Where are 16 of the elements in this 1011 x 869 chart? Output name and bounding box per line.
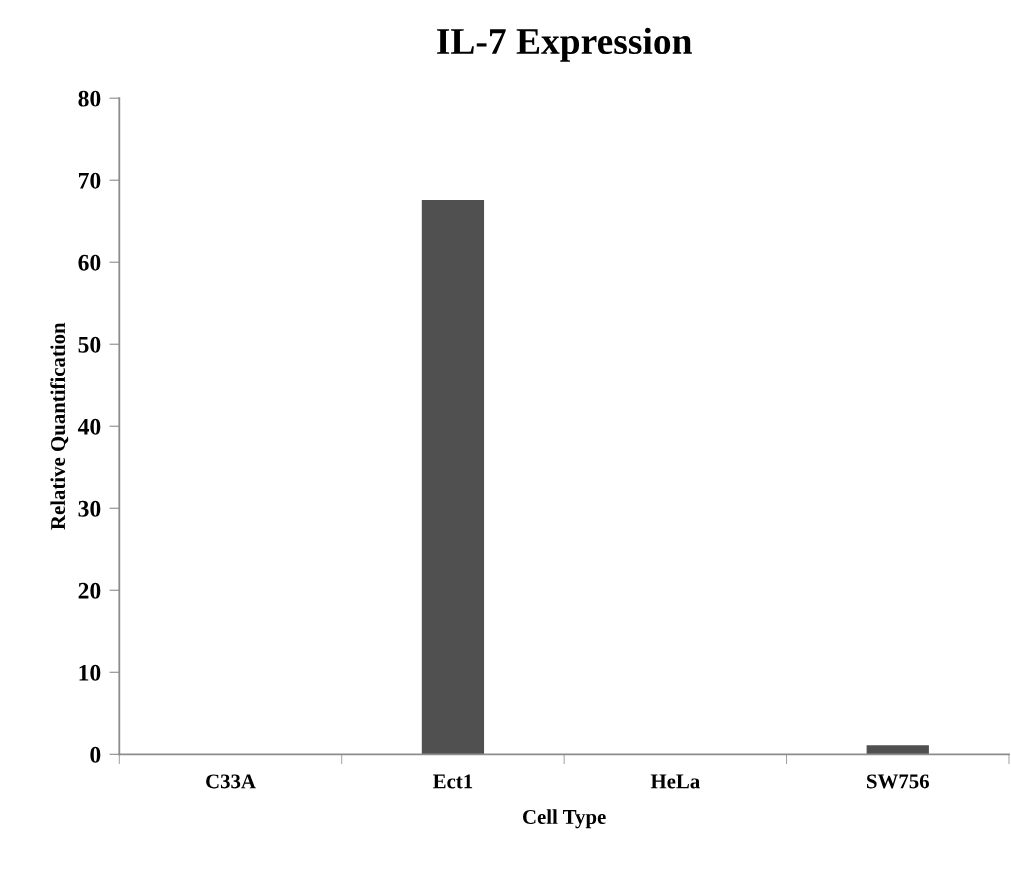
x-tick-label: Ect1	[433, 774, 473, 789]
x-tick-label: HeLa	[650, 774, 700, 789]
y-tick-label: 20	[78, 582, 101, 599]
y-tick-label: 0	[90, 746, 101, 763]
y-tick-label: 10	[79, 664, 101, 681]
x-axis-title: Cell Type	[523, 809, 606, 829]
y-tick-label: 60	[78, 254, 101, 271]
y-tick-label: 80	[78, 90, 101, 107]
x-tick-label: C33A	[206, 774, 256, 789]
x-tick-label: SW756	[867, 774, 929, 789]
y-axis-title: Relative Quantification	[50, 322, 69, 530]
chart-title: IL-7 Expression	[437, 27, 692, 62]
y-tick-label: 70	[78, 172, 101, 189]
y-tick-label: 50	[78, 336, 101, 353]
y-tick-label: 30	[78, 500, 101, 517]
y-tick-label: 40	[77, 418, 101, 435]
